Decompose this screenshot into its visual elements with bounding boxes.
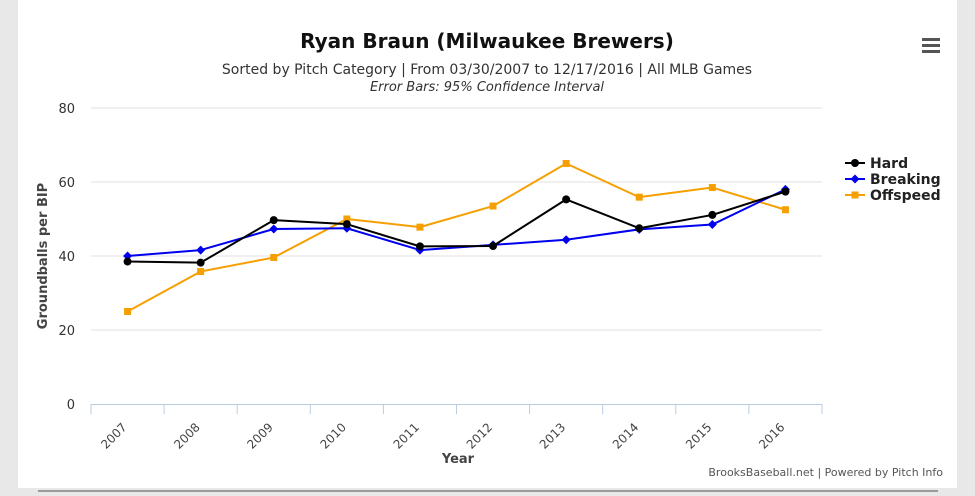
- chart-title: Ryan Braun (Milwaukee Brewers): [300, 29, 674, 53]
- y-tick-label: 60: [58, 176, 75, 191]
- x-tick-label: 2012: [464, 420, 495, 451]
- chart-subtitle-error-bars: Error Bars: 95% Confidence Interval: [370, 80, 604, 95]
- data-point-offspeed[interactable]: [562, 160, 570, 167]
- series-line-hard: [127, 190, 786, 264]
- data-point-offspeed[interactable]: [635, 193, 643, 201]
- y-tick-label: 20: [58, 324, 75, 339]
- legend-item-breaking[interactable]: Breaking: [845, 172, 941, 188]
- data-point-offspeed[interactable]: [270, 253, 278, 261]
- legend-marker-breaking[interactable]: [850, 174, 860, 184]
- legend-marker-offspeed[interactable]: [851, 191, 859, 199]
- x-tick-label: 2010: [317, 420, 348, 451]
- series-hard: [123, 187, 790, 267]
- data-point-breaking[interactable]: [196, 245, 206, 255]
- y-tick-label: 40: [58, 250, 75, 265]
- data-point-offspeed[interactable]: [781, 206, 789, 214]
- x-axis: 2007 2008 2009 2010 2011 2012 2013 2014 2015 2016: [90, 404, 823, 452]
- data-point-hard[interactable]: [708, 210, 717, 219]
- x-tick-label: 2014: [610, 420, 641, 451]
- x-tick-label: 2007: [98, 420, 129, 451]
- x-tick-label: 2009: [244, 420, 275, 451]
- data-point-hard[interactable]: [489, 242, 498, 251]
- legend-marker-hard[interactable]: [851, 159, 859, 167]
- data-point-breaking[interactable]: [561, 235, 571, 245]
- y-axis-title: Groundballs per BIP: [36, 183, 51, 329]
- x-axis-title: Year: [441, 452, 475, 467]
- data-point-hard[interactable]: [562, 195, 571, 204]
- y-axis-ticks: 0 20 40 60 80: [58, 102, 75, 413]
- bottom-divider: [38, 490, 938, 492]
- data-point-hard[interactable]: [196, 258, 205, 267]
- series-line-offspeed: [127, 162, 786, 313]
- x-tick-label: 2011: [391, 420, 422, 451]
- data-point-breaking[interactable]: [707, 220, 717, 230]
- data-point-offspeed[interactable]: [489, 202, 497, 210]
- data-point-offspeed[interactable]: [416, 223, 424, 231]
- legend-label-hard: Hard: [870, 156, 908, 172]
- data-point-breaking[interactable]: [269, 224, 279, 234]
- data-point-hard[interactable]: [342, 220, 351, 229]
- chart-container: [18, 0, 957, 488]
- x-tick-label: 2008: [171, 420, 202, 451]
- data-point-offspeed[interactable]: [343, 215, 351, 223]
- hamburger-menu-icon[interactable]: [922, 38, 940, 53]
- legend-label-breaking: Breaking: [870, 172, 941, 188]
- y-tick-label: 0: [67, 398, 75, 413]
- data-point-offspeed[interactable]: [124, 308, 132, 315]
- series-group: [123, 160, 790, 315]
- data-point-offspeed[interactable]: [708, 184, 716, 192]
- series-offspeed: [124, 160, 789, 315]
- credits-text[interactable]: BrooksBaseball.net | Powered by Pitch In…: [708, 466, 943, 479]
- series-line-breaking: [127, 188, 786, 257]
- legend-label-offspeed: Offspeed: [870, 188, 941, 204]
- data-point-hard[interactable]: [269, 216, 278, 225]
- data-point-offspeed[interactable]: [197, 268, 205, 276]
- x-tick-label: 2013: [537, 420, 568, 451]
- chart-subtitle: Sorted by Pitch Category | From 03/30/20…: [222, 62, 752, 78]
- gridlines: [91, 107, 822, 331]
- data-point-hard[interactable]: [635, 224, 644, 233]
- x-tick-label: 2016: [756, 420, 787, 451]
- data-point-hard[interactable]: [415, 242, 424, 251]
- legend-item-hard[interactable]: Hard: [845, 156, 908, 172]
- x-tick-label: 2015: [683, 420, 714, 451]
- legend-item-offspeed[interactable]: Offspeed: [845, 188, 941, 204]
- data-point-hard[interactable]: [123, 257, 132, 266]
- y-tick-label: 80: [58, 102, 75, 117]
- data-point-hard[interactable]: [781, 187, 790, 196]
